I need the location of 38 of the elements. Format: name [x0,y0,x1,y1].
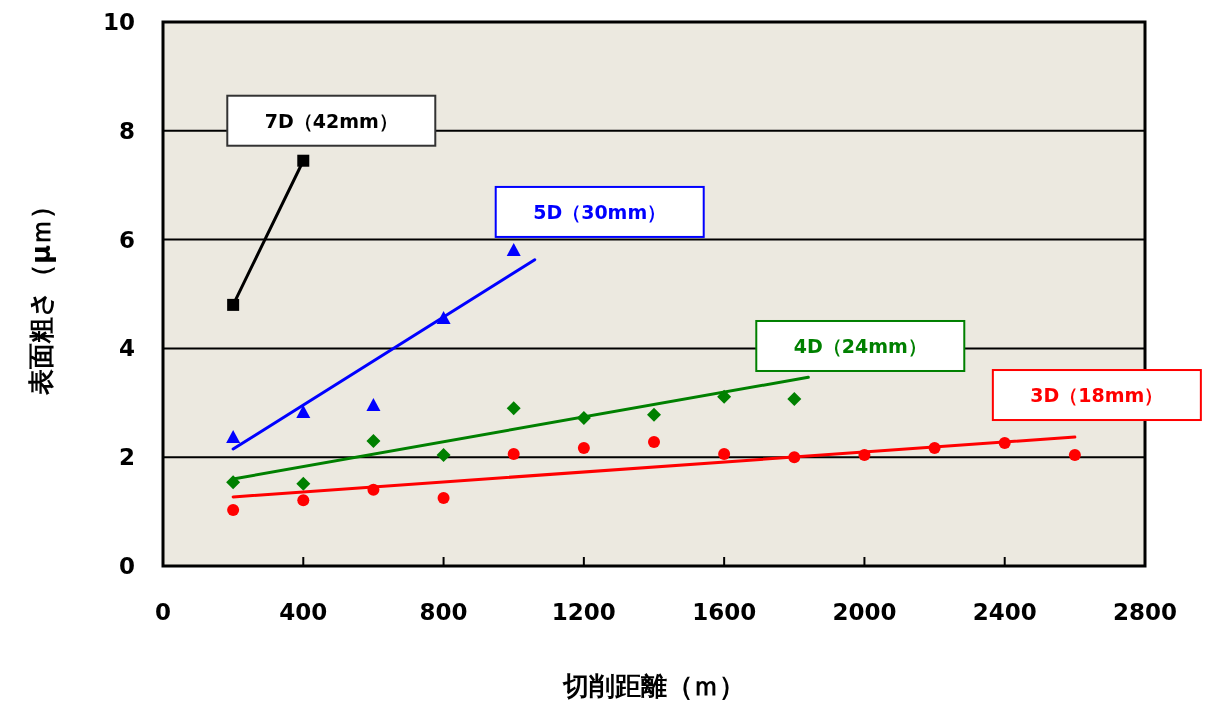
series-label: 5D（30mm） [533,200,667,223]
point [296,405,311,419]
y-tick-label: 2 [118,444,135,471]
point [507,447,520,460]
x-tick-label: 400 [279,599,328,625]
point [647,407,661,422]
point [506,242,521,256]
point [787,391,802,406]
point [648,435,660,448]
x-tick-label: 800 [419,599,468,625]
y-tick-label: 4 [118,335,135,362]
point [366,433,381,448]
x-tick-label: 0 [154,599,172,625]
y-tick-label: 6 [118,226,135,253]
y-tick-label: 8 [118,117,135,144]
x-tick-label: 2000 [832,599,897,625]
point [226,430,241,444]
x-axis-title: 切削距離（ｍ） [562,671,745,701]
point [297,494,310,507]
x-tick-label: 1600 [692,599,757,625]
x-tick-label: 2400 [972,599,1037,625]
point [227,298,240,311]
x-tick-label: 1200 [551,599,616,625]
point [506,401,521,416]
point [296,476,311,491]
series-label: 4D（24mm） [793,334,927,357]
point [718,447,731,460]
x-tick-label: 2800 [1112,599,1178,625]
point [437,492,450,504]
point [227,503,240,516]
y-tick-label: 10 [102,9,135,35]
point [366,397,381,411]
y-axis-title: 表面粗さ（μｍ） [26,192,56,397]
point [297,154,310,167]
point [1068,449,1081,462]
y-tick-label: 0 [118,553,135,579]
point [577,441,590,454]
point [436,448,451,463]
